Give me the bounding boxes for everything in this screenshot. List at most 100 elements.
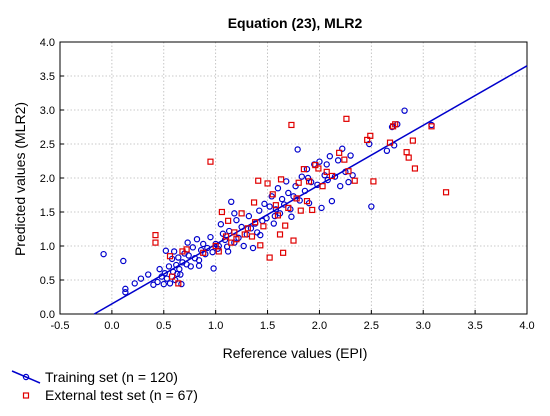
test-point: [293, 195, 300, 202]
training-point: [221, 236, 229, 244]
training-point: [292, 182, 299, 190]
y-tick-label: 1.5: [40, 207, 55, 219]
x-tick-label: -0.5: [51, 320, 70, 332]
training-point: [137, 275, 145, 282]
test-point: [315, 165, 322, 172]
x-tick-label: 0.0: [104, 320, 119, 332]
x-axis-label: Reference values (EPI): [223, 345, 368, 361]
y-tick-label: 4.0: [40, 37, 55, 49]
test-point: [343, 115, 350, 122]
x-tick-labels: -0.5 0.0 0.5 1.0 1.5 2.0 2.5 3.0 3.5 4.0: [51, 320, 535, 332]
test-point: [288, 121, 295, 129]
training-point: [185, 252, 192, 259]
test-point: [168, 273, 176, 280]
test-point: [212, 242, 219, 250]
training-point: [120, 257, 127, 265]
training-point: [100, 250, 107, 258]
test-point: [200, 249, 207, 256]
test-point: [244, 225, 251, 232]
test-point: [405, 154, 412, 161]
training-point: [145, 271, 152, 278]
training-point: [209, 248, 216, 256]
test-point: [248, 233, 256, 240]
training-point: [233, 216, 240, 224]
training-point: [272, 206, 280, 213]
training-point: [271, 212, 279, 220]
test-point: [264, 180, 271, 187]
test-point: [207, 158, 214, 165]
training-point: [195, 262, 203, 269]
training-point: [316, 158, 323, 165]
training-point: [324, 176, 331, 184]
training-point: [217, 221, 225, 228]
tick-marks: [59, 41, 528, 315]
x-tick-label: 0.5: [156, 320, 171, 332]
training-point: [173, 261, 180, 269]
training-point: [339, 145, 346, 152]
training-point: [383, 147, 391, 154]
training-point: [184, 239, 191, 246]
training-point: [178, 280, 185, 288]
training-point: [228, 198, 235, 205]
test-point: [152, 239, 159, 246]
training-point: [131, 280, 138, 287]
training-point: [158, 273, 165, 280]
test-point: [305, 178, 313, 185]
training-point: [328, 197, 336, 205]
training-point: [249, 244, 257, 252]
training-point: [176, 265, 183, 273]
x-tick-label: 1.5: [260, 320, 275, 332]
training-point: [283, 178, 290, 185]
test-point: [285, 204, 292, 212]
training-point: [177, 271, 184, 278]
test-point: [250, 199, 258, 206]
training-point: [278, 195, 286, 203]
test-point: [228, 239, 235, 246]
y-tick-labels: 0.0 0.5 1.0 1.5 2.0 2.5 3.0 3.5 4.0: [40, 37, 55, 321]
test-point: [183, 246, 190, 253]
training-point: [247, 225, 255, 232]
training-point: [301, 187, 309, 195]
legend-training-line: [11, 370, 41, 384]
test-point: [297, 207, 304, 214]
test-points: [152, 115, 450, 287]
training-point: [294, 146, 301, 153]
training-point: [318, 204, 325, 212]
training-point: [187, 263, 194, 270]
training-point: [207, 233, 214, 241]
test-point: [370, 178, 377, 185]
y-tick-label: 3.0: [40, 105, 55, 117]
test-point: [280, 249, 287, 256]
training-point: [231, 210, 238, 217]
test-point: [303, 198, 311, 205]
test-point: [312, 161, 319, 169]
y-tick-label: 2.5: [40, 139, 55, 151]
grid: [59, 41, 528, 315]
legend: Training set (n = 120) External test set…: [11, 369, 198, 403]
test-point: [269, 191, 276, 198]
legend-test-marker: [22, 392, 30, 399]
test-point: [233, 236, 240, 243]
x-tick-label: 3.5: [467, 320, 482, 332]
training-point: [162, 247, 170, 254]
training-point: [326, 153, 334, 160]
legend-test-label: External test set (n = 67): [45, 387, 198, 403]
training-point: [428, 121, 435, 129]
y-axis-label: Predicted values (MLR2): [12, 102, 28, 256]
test-point: [252, 219, 259, 226]
test-point: [345, 168, 352, 175]
training-point: [238, 223, 245, 231]
training-point: [288, 213, 295, 220]
test-point: [231, 229, 238, 236]
training-point: [200, 240, 207, 248]
y-tick-label: 0.5: [40, 275, 55, 287]
test-point: [309, 206, 316, 214]
test-point: [215, 248, 222, 255]
training-point: [274, 184, 282, 192]
training-point: [266, 203, 273, 210]
legend-training-label: Training set (n = 120): [45, 369, 178, 385]
test-point: [300, 166, 307, 173]
training-point: [245, 212, 253, 220]
training-point: [165, 263, 173, 270]
